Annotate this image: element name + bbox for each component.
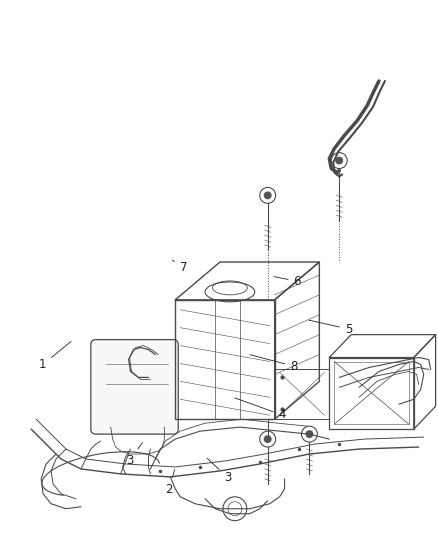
Circle shape (305, 430, 314, 438)
Text: 5: 5 (309, 320, 353, 336)
Text: 4: 4 (235, 398, 286, 422)
Text: 7: 7 (173, 260, 187, 274)
Text: 1: 1 (39, 342, 71, 371)
Text: 3: 3 (207, 458, 231, 484)
Text: 2: 2 (165, 470, 175, 496)
Text: 8: 8 (250, 354, 297, 373)
Text: 3: 3 (126, 442, 142, 466)
Circle shape (335, 157, 343, 165)
Circle shape (264, 435, 272, 443)
Text: 6: 6 (274, 275, 301, 288)
FancyBboxPatch shape (91, 340, 178, 434)
Circle shape (264, 191, 272, 199)
